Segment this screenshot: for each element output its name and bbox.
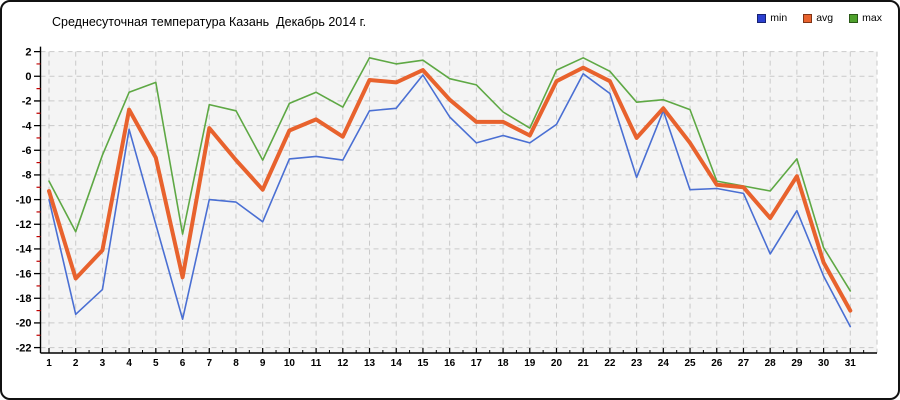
y-tick-label: -16	[16, 268, 32, 280]
x-tick-label: 7	[206, 358, 212, 369]
x-tick-label: 15	[417, 358, 429, 369]
y-tick-label: -22	[16, 342, 32, 354]
legend-label: avg	[816, 12, 834, 24]
y-tick-label: -8	[22, 170, 32, 182]
plot-area	[40, 51, 877, 353]
x-tick-label: 17	[471, 358, 483, 369]
legend: min avg max	[757, 12, 882, 24]
legend-label: max	[862, 12, 882, 24]
y-tick-label: -4	[22, 120, 33, 132]
chart-title: Среднесуточная температура Казань Декабр…	[52, 15, 367, 29]
x-tick-label: 2	[73, 358, 79, 369]
x-tick-label: 20	[551, 358, 563, 369]
x-tick-label: 13	[364, 358, 376, 369]
x-tick-label: 27	[738, 358, 750, 369]
legend-item-max: max	[849, 12, 882, 24]
x-tick-label: 29	[791, 358, 803, 369]
x-tick-label: 19	[524, 358, 536, 369]
y-tick-label: -12	[16, 219, 32, 231]
legend-swatch-min	[757, 13, 767, 23]
x-tick-label: 3	[100, 358, 106, 369]
series-min-line	[48, 73, 852, 328]
x-tick-label: 9	[260, 358, 266, 369]
y-tick-label: 2	[25, 46, 31, 58]
x-tick-label: 14	[391, 358, 403, 369]
x-tick-label: 28	[765, 358, 777, 369]
x-tick-label: 31	[845, 358, 857, 369]
x-tick-label: 12	[337, 358, 349, 369]
x-tick-label: 25	[684, 358, 696, 369]
x-tick-label: 30	[818, 358, 830, 369]
legend-item-avg: avg	[803, 12, 833, 24]
x-tick-label: 16	[444, 358, 456, 369]
x-tick-label: 18	[498, 358, 510, 369]
legend-swatch-max	[849, 13, 859, 23]
y-tick-label: 0	[25, 71, 31, 83]
x-tick-label: 26	[711, 358, 723, 369]
x-tick-label: 24	[658, 358, 670, 369]
legend-swatch-avg	[803, 13, 813, 23]
x-tick-label: 1	[46, 358, 52, 369]
y-tick-label: -14	[16, 244, 33, 256]
x-tick-label: 4	[126, 358, 132, 369]
legend-label: min	[770, 12, 788, 24]
y-tick-label: -6	[22, 145, 32, 157]
x-tick-label: 8	[233, 358, 239, 369]
x-tick-label: 5	[153, 358, 159, 369]
x-tick-label: 22	[604, 358, 616, 369]
x-tick-label: 11	[311, 358, 322, 369]
y-tick-label: -18	[16, 293, 32, 305]
x-tick-label: 23	[631, 358, 643, 369]
x-tick-label: 10	[284, 358, 296, 369]
legend-item-min: min	[757, 12, 787, 24]
y-tick-label: -10	[16, 194, 32, 206]
series-avg-line	[47, 65, 853, 313]
y-tick-label: -20	[16, 318, 32, 330]
x-tick-label: 21	[578, 358, 590, 369]
y-tick-label: -2	[22, 96, 32, 108]
x-tick-label: 6	[180, 358, 186, 369]
